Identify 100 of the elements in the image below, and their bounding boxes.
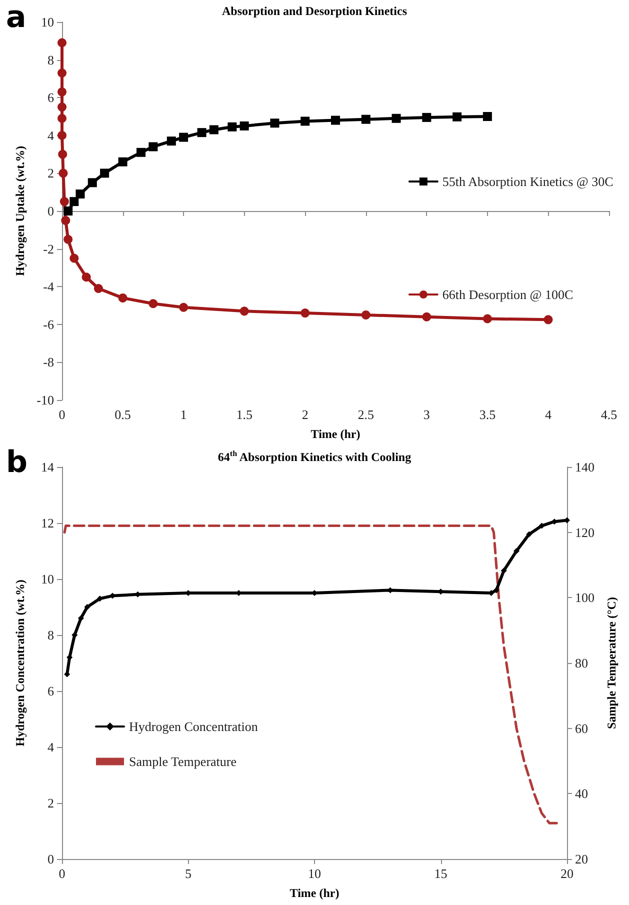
y-tick-label: 10 [41, 14, 54, 30]
y-axis-title: Hydrogen Concentration (wt.%) [13, 580, 27, 746]
y-tick-label: -8 [43, 354, 54, 370]
y-tick-label: -6 [43, 316, 54, 332]
text: a [6, 0, 26, 35]
y-tick-label: 4 [48, 128, 54, 143]
y-tick-label: 12 [41, 516, 54, 530]
point [361, 114, 370, 124]
point [58, 150, 68, 159]
x-tick-label: 3 [423, 407, 430, 422]
point [70, 254, 79, 263]
y2-tick-label: 100 [575, 590, 594, 606]
point [82, 272, 91, 282]
y2-tick-label: 20 [575, 852, 588, 866]
point [544, 315, 553, 324]
legend-label: 66th Desorption @ 100C [442, 287, 574, 302]
legend-label: Hydrogen Concentration [129, 719, 258, 734]
point [197, 128, 206, 138]
x-tick-label: 2.5 [358, 407, 374, 422]
y-tick-label: 0 [48, 852, 54, 866]
x-tick-label: 20 [560, 866, 574, 881]
point [100, 168, 110, 178]
point [148, 299, 158, 308]
x-tick-label: 0.5 [114, 407, 131, 422]
point [270, 118, 280, 128]
point [64, 206, 73, 216]
y-tick-label: 6 [48, 684, 54, 698]
point [361, 310, 370, 320]
point [422, 112, 432, 122]
point [76, 189, 85, 198]
point [64, 234, 73, 244]
y2-tick-label: 40 [575, 786, 588, 802]
line-series [63, 524, 561, 824]
x-tick-label: 0 [58, 407, 66, 422]
x-tick-label: 10 [308, 866, 321, 881]
legend-label: Sample Temperature [129, 754, 237, 769]
point [70, 197, 79, 206]
y-tick-label: 2 [48, 796, 54, 810]
point [118, 157, 128, 166]
x-tick-label: 15 [434, 866, 448, 881]
point [58, 38, 66, 48]
y-tick-label: 14 [41, 460, 54, 474]
y2-axis-title: Sample Temperature (°C) [604, 597, 618, 729]
y-tick-label: 8 [48, 628, 54, 642]
point [526, 531, 532, 538]
point [300, 308, 310, 318]
y2-tick-label: 120 [575, 524, 594, 540]
y2-tick-label: 80 [575, 656, 588, 670]
y-tick-label: 10 [41, 572, 54, 586]
y-axis-title: Hydrogen Uptake (wt.%) [12, 146, 27, 276]
y-tick-label: -2 [43, 241, 54, 256]
y-tick-label: 6 [48, 90, 54, 106]
chart-title: Absorption and Desorption Kinetics [222, 4, 408, 18]
y-tick-label: 4 [48, 740, 54, 754]
point [60, 197, 69, 206]
x-tick-label: 1 [180, 407, 187, 422]
x-axis-title: Time (hr) [290, 886, 340, 900]
y2-tick-label: 140 [575, 460, 594, 474]
y-tick-label: 8 [48, 52, 54, 68]
x-axis-title: Time (hr) [310, 427, 360, 441]
point [58, 114, 66, 123]
point [331, 116, 340, 125]
point [84, 604, 90, 610]
point [58, 87, 66, 96]
y-tick-label: -10 [36, 392, 54, 408]
x-tick-label: 2 [302, 407, 308, 422]
point [209, 125, 218, 134]
point [61, 216, 70, 225]
y-tick-label: -4 [43, 279, 54, 294]
point [240, 306, 249, 316]
point [58, 68, 66, 78]
point [78, 615, 84, 622]
point [500, 568, 507, 574]
point [422, 312, 432, 322]
point [482, 112, 492, 121]
x-tick-label: 1.5 [236, 407, 252, 422]
point [58, 130, 66, 140]
y-tick-label: 0 [48, 204, 54, 218]
x-tick-label: 4 [544, 407, 552, 422]
point [514, 548, 520, 554]
point [88, 178, 97, 188]
x-tick-label: 3.5 [479, 407, 496, 422]
point [392, 114, 401, 123]
x-tick-label: 4.5 [600, 407, 618, 422]
point [300, 116, 310, 126]
x-tick-label: 0 [58, 866, 66, 881]
chart-title: 64$^{th}$ Absorption Kinetics with Cooling [218, 449, 412, 464]
point [148, 142, 158, 152]
point [136, 148, 146, 157]
point [179, 132, 188, 142]
point [166, 136, 176, 146]
text: b [6, 445, 28, 480]
point [118, 293, 128, 302]
point [58, 168, 68, 178]
point [482, 314, 492, 324]
point [452, 112, 462, 122]
point [493, 587, 500, 594]
x-tick-label: 5 [185, 866, 192, 881]
point [240, 121, 249, 130]
point [58, 102, 66, 112]
